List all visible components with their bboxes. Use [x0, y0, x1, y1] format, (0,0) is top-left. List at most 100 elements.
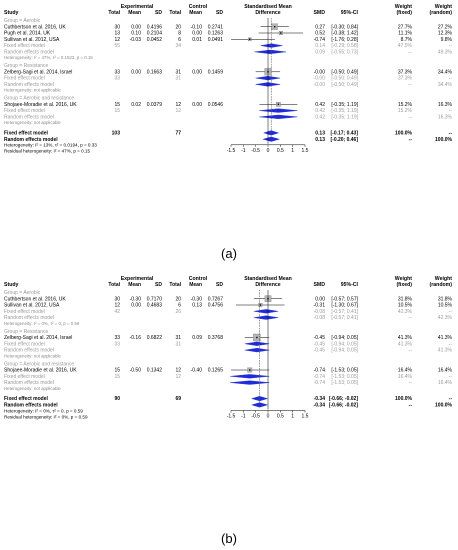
- study-row-2-1-e-sd: 0.1663: [147, 69, 163, 75]
- header-smd: SMD: [313, 10, 325, 16]
- group-3-fixed-weight-fixed: 16.4%: [398, 374, 413, 380]
- overall-fixed-weight-fixed: 100.0%: [395, 396, 413, 402]
- x-tick-label-2: -1: [241, 148, 246, 154]
- study-row-1-1-ci: [-0.57; 0.57]: [331, 296, 358, 302]
- group-3-fixed-diamond: [230, 374, 270, 379]
- study-row-2-1-c-mean: 0.00: [192, 69, 202, 75]
- header-weight-fixed: Weight: [395, 4, 412, 10]
- study-row-3-1-c-sd: 0.0546: [208, 102, 224, 108]
- header-c-total: Total: [169, 282, 181, 288]
- group-2-fixed-weight-random: --: [449, 341, 453, 347]
- study-row-1-2-e-sd: 0.2104: [147, 31, 163, 37]
- study-row-3-1-e-mean: 0.02: [131, 102, 141, 108]
- group-2-fixed-c-total: 31: [175, 76, 181, 82]
- group-1-fixed-ci: [-0.57; 0.41]: [331, 309, 358, 315]
- group-1-fixed-weight-fixed: 47.5%: [398, 43, 413, 49]
- study-row-1-1-weight-random: 27.2%: [438, 24, 453, 30]
- header-c-mean: Mean: [189, 10, 202, 16]
- study-row-1-2-c-sd: 0.4756: [208, 303, 224, 309]
- study-row-2-1-e-total: 33: [114, 69, 120, 75]
- group-1-random-ci: [-0.57; 0.41]: [331, 315, 358, 321]
- study-row-1-2-e-mean: 0.00: [131, 303, 141, 309]
- overall-random-weight-random: 100.0%: [435, 137, 453, 143]
- study-row-1-3-weight-random: 9.8%: [441, 37, 453, 43]
- group-3-random-ci: [-0.35; 1.19]: [331, 115, 358, 121]
- group-3-random-smd: -0.74: [314, 380, 326, 386]
- study-row-3-1-c-total: 12: [175, 368, 181, 374]
- study-row-2-1-point: [256, 336, 258, 339]
- group-1-random-weight-random: 49.3%: [438, 50, 453, 56]
- header-e-sd: SD: [155, 282, 162, 288]
- study-row-3-1-point: [277, 103, 280, 105]
- study-row-1-2-weight-random: 10.5%: [438, 303, 453, 309]
- group-2-fixed-weight-fixed: 37.3%: [398, 76, 413, 82]
- group-1-fixed-c-total: 26: [175, 309, 181, 315]
- study-row-1-3-e-sd: 0.0452: [147, 37, 163, 43]
- residual-heterogeneity: Residual heterogeneity: I² = 0%, p = 0.5…: [4, 414, 88, 419]
- group-label-3: Group = Aerobic and resistance: [4, 361, 74, 367]
- study-row-1-2-c-mean: 0.13: [192, 303, 202, 309]
- study-row-1-2-smd: -0.31: [314, 303, 326, 309]
- group-2-fixed-c-total: 31: [175, 341, 181, 347]
- group-3-fixed-weight-random: --: [449, 108, 453, 114]
- study-row-1-3-ci: [-1.76; 0.28]: [331, 37, 358, 43]
- group-2-random-smd: -0.00: [314, 82, 326, 88]
- study-row-1-3-e-total: 12: [114, 37, 120, 43]
- group-3-fixed-ci: [-1.53; 0.05]: [331, 374, 358, 380]
- group-1-fixed-weight-random: --: [449, 43, 453, 49]
- group-3-fixed-weight-random: --: [449, 374, 453, 380]
- study-row-1-2-e-total: 12: [114, 303, 120, 309]
- forest-panel-2: Experimental Control Standardised MeanDiff…: [4, 276, 453, 420]
- overall-fixed-c-total: 69: [175, 396, 181, 402]
- study-row-3-1-name: Shojaee-Moradie et al. 2016, UK: [4, 368, 77, 374]
- study-row-1-1-e-sd: 0.7170: [147, 296, 163, 302]
- header-e-total: Total: [108, 10, 120, 16]
- study-row-2-1-c-mean: 0.09: [192, 335, 202, 341]
- study-row-1-3-c-total: 6: [178, 37, 181, 43]
- x-tick-label-4: 0: [267, 414, 270, 420]
- overall-fixed-label: Fixed effect model: [4, 131, 49, 137]
- group-2-fixed-ci: [-0.50; 0.49]: [331, 76, 358, 82]
- study-row-1-1-c-mean: -0.10: [191, 24, 203, 30]
- study-row-2-1-c-sd: 0.3768: [208, 335, 224, 341]
- group-3-random-smd: 0.42: [315, 115, 325, 121]
- study-row-1-2-smd: 0.52: [315, 31, 325, 37]
- study-row-3-1-name: Shojaee-Moradie et al. 2016, UK: [4, 102, 77, 108]
- header-e-total: Total: [108, 282, 120, 288]
- header-experimental: Experimental: [121, 4, 154, 10]
- study-row-3-1-c-total: 12: [175, 102, 181, 108]
- x-tick-label-6: 1: [291, 148, 294, 154]
- study-row-3-1-smd: 0.42: [315, 102, 325, 108]
- study-row-2-1-weight-fixed: 41.3%: [398, 335, 413, 341]
- group-1-fixed-label: Fixed effect model: [4, 309, 45, 315]
- study-row-2-1-e-mean: -0.16: [130, 335, 142, 341]
- group-3-random-diamond: [259, 114, 298, 120]
- group-label-3: Group = Aerobic and resistance: [4, 96, 74, 102]
- study-row-1-2-e-mean: 0.10: [131, 31, 141, 37]
- study-row-1-1-ci: [-0.30; 0.84]: [331, 24, 358, 30]
- study-row-1-1-c-total: 20: [175, 24, 181, 30]
- header-ci: 95%-CI: [341, 10, 359, 16]
- header-control: Control: [189, 276, 208, 282]
- header-e-sd: SD: [155, 10, 162, 16]
- study-row-1-1-smd: 0.27: [315, 24, 325, 30]
- header-weight-random: Weight: [435, 276, 452, 282]
- study-row-2-1-c-total: 31: [175, 69, 181, 75]
- study-row-2-1-weight-fixed: 37.3%: [398, 69, 413, 75]
- overall-fixed-ci: [-0.17; 0.43]: [330, 131, 358, 137]
- group-2-fixed-label: Fixed effect model: [4, 341, 45, 347]
- overall-fixed-ci: [-0.66; -0.02]: [329, 396, 359, 402]
- study-row-1-1-weight-fixed: 31.8%: [398, 296, 413, 302]
- group-2-random-diamond: [244, 347, 270, 353]
- group-1-fixed-e-total: 42: [114, 309, 120, 315]
- study-row-1-2-ci: [-1.30; 0.67]: [331, 303, 358, 309]
- x-tick-label-5: 0.5: [277, 414, 284, 420]
- study-row-3-1-weight-fixed: 16.4%: [398, 368, 413, 374]
- overall-random-weight-random: 100.0%: [435, 403, 453, 409]
- header-weight-random-2: (random): [430, 282, 453, 288]
- study-row-1-2-c-total: 8: [178, 31, 181, 37]
- study-row-1-2-weight-fixed: 10.5%: [398, 303, 413, 309]
- study-row-1-3-c-mean: 0.01: [192, 37, 202, 43]
- group-1-fixed-label: Fixed effect model: [4, 43, 45, 49]
